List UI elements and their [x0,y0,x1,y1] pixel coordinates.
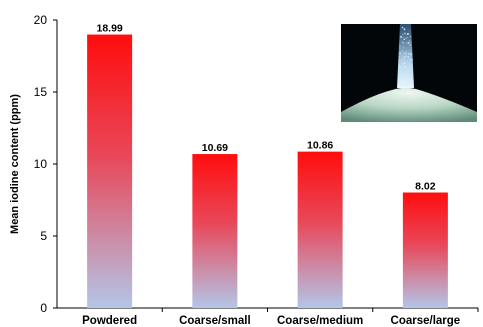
x-category-label: Powdered [82,315,137,327]
bars: 18.99 10.69 10.86 8.02 [87,23,448,308]
y-tick-label: 10 [34,157,48,171]
y-tick-label: 5 [40,229,47,243]
x-category-label: Coarse/small [179,315,251,327]
y-axis-ticks: 0 5 10 15 20 [34,13,57,315]
y-tick-label: 0 [40,301,47,315]
x-axis-labels: Powdered Coarse/small Coarse/medium Coarse/… [82,308,479,327]
x-category-label: Coarse/medium [277,315,363,327]
x-category-label: Coarse/large [391,315,461,327]
bar-value-label: 18.99 [96,23,122,35]
bar [297,151,343,308]
y-tick-label: 20 [34,13,48,27]
y-tick-label: 15 [34,85,48,99]
salt-pile-photo [341,24,477,122]
bar [87,34,133,308]
bar-value-label: 10.69 [202,142,228,154]
bar [192,154,238,308]
y-axis-title: Mean iodine content (ppm) [9,94,21,234]
bar [402,192,448,308]
bar-value-label: 8.02 [415,181,436,193]
bar-value-label: 10.86 [307,140,333,152]
